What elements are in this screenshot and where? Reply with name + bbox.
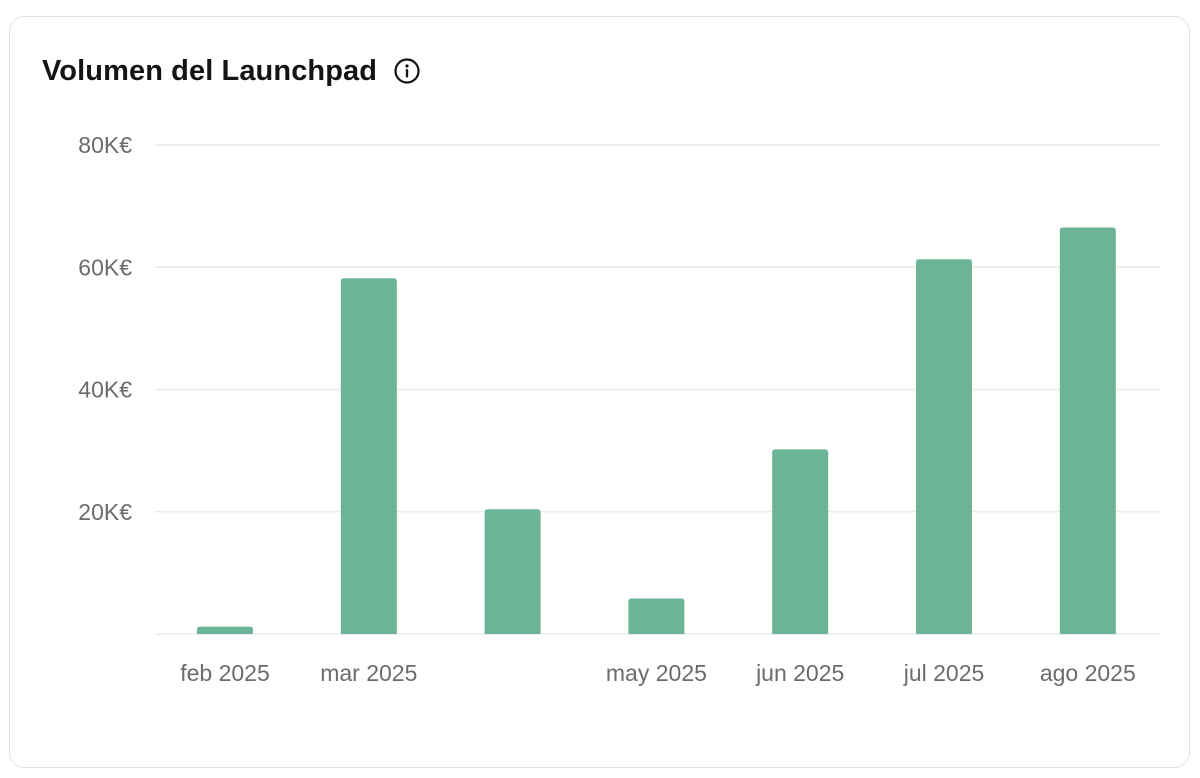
- x-tick-label: mar 2025: [320, 660, 417, 686]
- bar[interactable]: [340, 278, 397, 634]
- x-tick-label: feb 2025: [180, 660, 270, 686]
- bar[interactable]: [628, 598, 685, 634]
- x-tick-label: jun 2025: [755, 660, 844, 686]
- x-tick-label: may 2025: [606, 660, 707, 686]
- card-header: Volumen del Launchpad: [42, 53, 421, 89]
- bar[interactable]: [916, 259, 972, 634]
- chart-card: Volumen del Launchpad: [9, 16, 1190, 768]
- x-tick-label: ago 2025: [1040, 660, 1136, 686]
- bar[interactable]: [197, 626, 253, 634]
- x-tick-label: jul 2025: [903, 660, 985, 686]
- info-circle-icon[interactable]: [393, 57, 421, 85]
- chart-title: Volumen del Launchpad: [42, 54, 378, 87]
- y-tick-label: 40K€: [78, 377, 132, 403]
- y-tick-label: 80K€: [78, 132, 132, 158]
- y-tick-label: 60K€: [78, 254, 132, 280]
- bar[interactable]: [484, 509, 541, 634]
- y-tick-label: 20K€: [78, 499, 132, 525]
- bar[interactable]: [772, 449, 829, 634]
- bar[interactable]: [1059, 227, 1116, 635]
